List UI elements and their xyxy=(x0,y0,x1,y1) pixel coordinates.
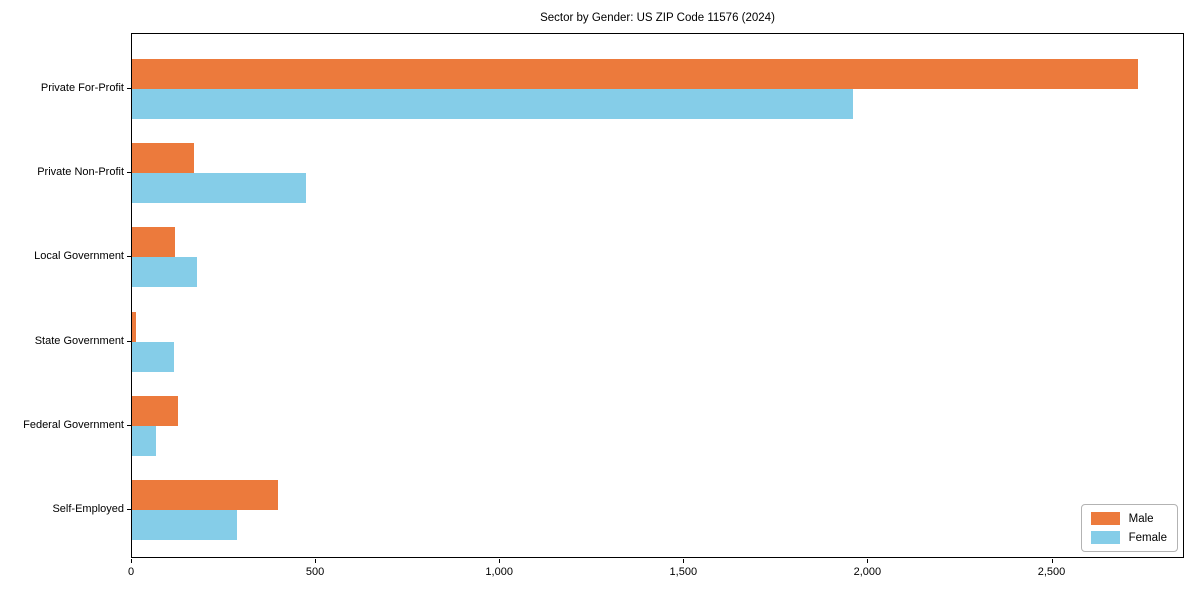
x-tick-label: 500 xyxy=(305,566,325,578)
x-axis-tick xyxy=(131,559,132,563)
x-axis-tick xyxy=(683,559,685,563)
male-swatch xyxy=(1090,512,1120,525)
bar-female-0 xyxy=(132,89,853,119)
plot-area: Male Female xyxy=(131,33,1184,558)
legend-label-female: Female xyxy=(1128,531,1167,544)
category-label: Local Government xyxy=(34,250,124,263)
y-axis-tick xyxy=(127,424,131,426)
bar-male-1 xyxy=(132,143,194,174)
category-label: Federal Government xyxy=(23,418,124,431)
x-axis-tick xyxy=(867,559,869,563)
female-swatch xyxy=(1090,531,1120,544)
category-label: Self-Employed xyxy=(52,503,124,515)
legend: Male Female xyxy=(1080,504,1178,552)
x-axis-tick xyxy=(315,559,317,563)
bar-female-1 xyxy=(132,173,307,204)
y-axis-tick xyxy=(127,256,131,258)
legend-item-female: Female xyxy=(1090,531,1167,544)
bar-male-5 xyxy=(132,480,278,510)
x-tick-label: 2,000 xyxy=(853,566,882,578)
x-axis-tick xyxy=(1051,559,1053,563)
category-label: Private Non-Profit xyxy=(37,166,124,179)
bar-female-2 xyxy=(132,257,198,288)
category-label: State Government xyxy=(34,334,124,347)
bar-female-5 xyxy=(132,510,237,540)
category-label: Private For-Profit xyxy=(40,82,124,94)
bar-male-0 xyxy=(132,59,1138,89)
x-tick-label: 0 xyxy=(127,566,135,578)
x-tick-label: 1,000 xyxy=(485,566,513,578)
legend-label-male: Male xyxy=(1128,512,1154,525)
bar-female-3 xyxy=(132,341,174,372)
x-tick-label: 1,500 xyxy=(669,566,698,578)
y-axis-tick xyxy=(127,88,131,89)
x-axis-tick xyxy=(499,559,501,563)
bar-male-4 xyxy=(132,395,179,426)
bar-male-3 xyxy=(132,311,136,342)
y-axis-tick xyxy=(127,172,131,174)
legend-item-male: Male xyxy=(1090,512,1167,525)
chart-title: Sector by Gender: US ZIP Code 11576 (202… xyxy=(540,12,775,24)
bar-male-2 xyxy=(132,227,176,258)
x-tick-label: 2,500 xyxy=(1037,566,1066,578)
y-axis-tick xyxy=(127,340,131,342)
bar-female-4 xyxy=(132,425,156,456)
y-axis-tick xyxy=(127,509,131,510)
